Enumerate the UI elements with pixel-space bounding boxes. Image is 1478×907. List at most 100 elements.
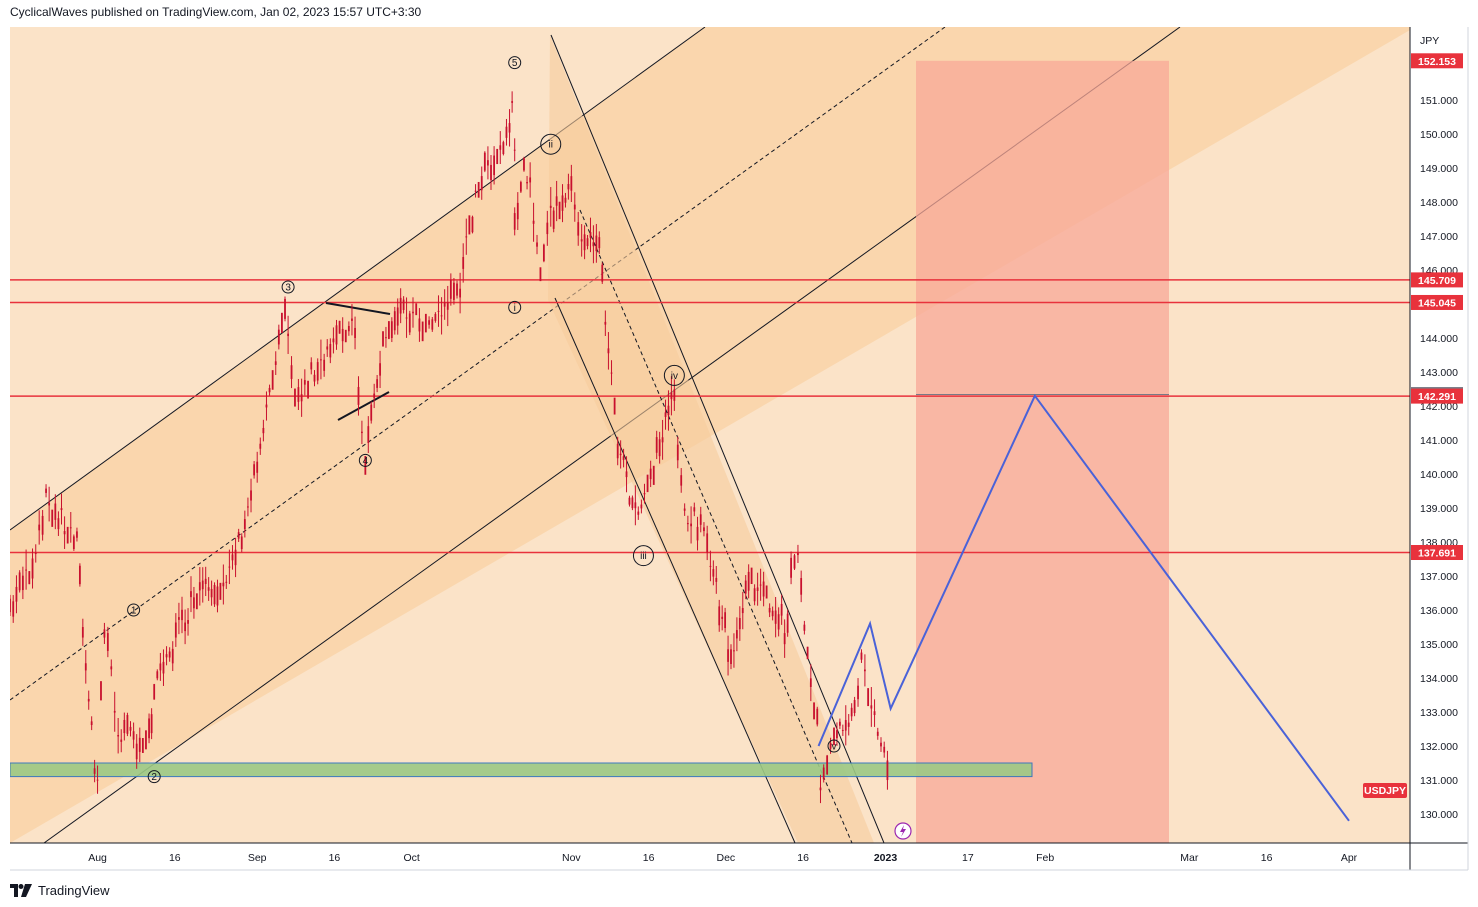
candle-body	[693, 507, 696, 512]
price-tag-background	[1411, 545, 1463, 561]
candle-body	[354, 327, 356, 338]
candle-body	[809, 678, 812, 687]
x-tick-label: Dec	[717, 852, 736, 864]
candle-body	[867, 688, 870, 707]
candle-body	[428, 320, 430, 325]
candle-body	[526, 182, 528, 184]
x-tick-label: 16	[169, 852, 181, 864]
candle-body	[586, 238, 589, 247]
candle-body	[165, 654, 168, 658]
candle-body	[234, 549, 237, 566]
y-tick-label: 134.000	[1420, 673, 1458, 685]
wave-label-circle	[508, 300, 522, 314]
candle-body	[727, 649, 729, 662]
candle-body	[465, 236, 468, 238]
candle-body	[81, 627, 84, 638]
candle-body	[853, 700, 856, 714]
y-tick-label: 143.000	[1420, 367, 1458, 379]
x-tick-label: 16	[329, 852, 341, 864]
candle-body	[706, 533, 709, 553]
candle-body	[51, 509, 54, 527]
candle-body	[536, 242, 538, 247]
candle-body	[847, 722, 850, 727]
candle-body	[519, 182, 522, 192]
candle-body	[456, 283, 458, 296]
candle-body	[141, 738, 144, 753]
candle-body	[592, 242, 595, 247]
candle-body	[655, 437, 658, 453]
candle-body	[250, 490, 252, 501]
candle-body	[762, 581, 765, 597]
candle-body	[364, 455, 367, 475]
candle-body	[15, 586, 18, 602]
candle-body	[271, 370, 274, 390]
x-tick-label: Oct	[404, 852, 420, 864]
candle-body	[313, 374, 316, 382]
candle-body	[505, 126, 508, 138]
candle-body	[733, 650, 735, 652]
candle-body	[171, 648, 174, 664]
candle-body	[38, 524, 41, 531]
y-tick-label: 149.000	[1420, 163, 1458, 175]
candle-body	[87, 698, 90, 702]
candle-body	[670, 392, 673, 400]
wave-label: 3	[285, 283, 291, 294]
price-tag: 145.709	[1418, 275, 1456, 287]
candle-body	[117, 735, 120, 737]
candle-body	[297, 387, 300, 402]
candle-body	[753, 588, 756, 602]
candle-body	[542, 244, 545, 262]
time-axis[interactable]: Aug 16 Sep 16 Oct Nov 16 Dec 16 2023 17 Feb Mar 16 Apr	[88, 852, 1357, 864]
candle-body	[281, 312, 283, 333]
y-tick-label: 139.000	[1420, 503, 1458, 515]
candle-body	[637, 511, 640, 515]
candle-body	[800, 578, 803, 595]
candle-body	[850, 707, 853, 717]
candle-body	[513, 213, 516, 230]
candle-body	[836, 730, 838, 739]
candle-body	[290, 365, 293, 379]
candle-body	[148, 718, 150, 739]
candle-body	[431, 319, 434, 330]
x-tick-label: 16	[797, 852, 809, 864]
candle-body	[546, 222, 549, 235]
candle-body	[857, 685, 859, 700]
candle-body	[207, 587, 210, 591]
candle-body	[76, 531, 78, 538]
candle-body	[870, 705, 873, 709]
candle-body	[357, 386, 360, 405]
candle-body	[793, 555, 796, 569]
candle-body	[499, 145, 502, 150]
wave-label: 5	[512, 58, 518, 69]
candle-body	[412, 311, 414, 314]
candle-body	[680, 475, 683, 486]
candle-body	[106, 633, 109, 651]
candle-body	[747, 571, 750, 591]
candle-body	[361, 431, 363, 434]
tradingview-footer[interactable]: TradingView	[10, 881, 110, 899]
candle-body	[816, 708, 819, 725]
candle-body	[396, 307, 399, 326]
price-axis[interactable]: 130.000 131.000 132.000 133.000 134.000 135.0…	[1420, 95, 1458, 821]
y-tick-label: 147.000	[1420, 231, 1458, 243]
candle-body	[156, 671, 159, 679]
x-tick-label: Mar	[1180, 852, 1199, 864]
candle-body	[822, 767, 825, 780]
wave-label-circle	[147, 770, 161, 784]
candle-body	[819, 787, 822, 791]
candle-body	[622, 456, 625, 460]
candle-body	[483, 152, 486, 171]
candle-body	[307, 380, 309, 399]
candle-body	[421, 321, 424, 342]
price-tag-background	[1411, 294, 1463, 310]
candle-body	[709, 565, 712, 567]
candle-body	[446, 302, 449, 310]
candle-body	[876, 731, 879, 736]
candle-body	[803, 624, 806, 631]
candle-body	[178, 617, 180, 620]
candle-body	[437, 310, 440, 312]
candle-body	[96, 779, 99, 781]
candle-body	[806, 646, 809, 660]
